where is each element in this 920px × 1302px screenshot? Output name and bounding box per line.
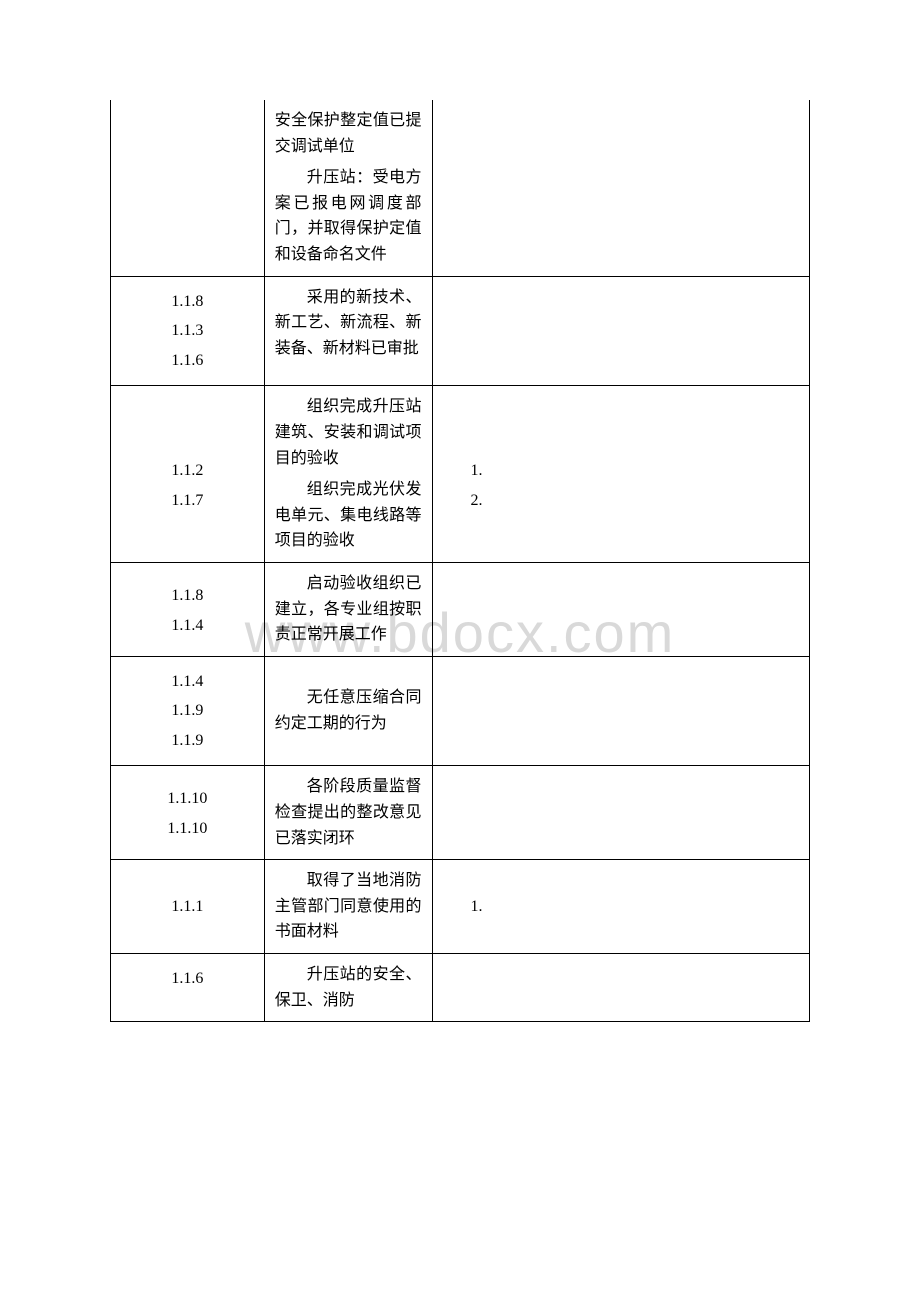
cell-content: 取得了当地消防主管部门同意使用的书面材料 <box>264 860 432 954</box>
note-item: 1. <box>471 458 799 484</box>
index-number: 1.1.6 <box>121 348 254 374</box>
index-number: 1.1.10 <box>121 816 254 842</box>
table-row: 1.1.6 升压站的安全、保卫、消防 <box>111 954 810 1022</box>
note-item: 1. <box>471 894 799 920</box>
cell-content: 采用的新技术、新工艺、新流程、新装备、新材料已审批 <box>264 276 432 386</box>
table-row: 1.1.10 1.1.10 各阶段质量监督检查提出的整改意见已落实闭环 <box>111 766 810 860</box>
cell-content: 无任意压缩合同约定工期的行为 <box>264 656 432 766</box>
table-row: 1.1.8 1.1.3 1.1.6 采用的新技术、新工艺、新流程、新装备、新材料… <box>111 276 810 386</box>
index-number: 1.1.3 <box>121 318 254 344</box>
index-number: 1.1.10 <box>121 786 254 812</box>
cell-index: 1.1.1 <box>111 860 265 954</box>
cell-index: 1.1.4 1.1.9 1.1.9 <box>111 656 265 766</box>
cell-note: 1. 2. <box>432 386 809 563</box>
cell-note <box>432 100 809 276</box>
cell-index: 1.1.6 <box>111 954 265 1022</box>
cell-note <box>432 656 809 766</box>
index-number: 1.1.4 <box>121 669 254 695</box>
cell-content: 升压站的安全、保卫、消防 <box>264 954 432 1022</box>
table-row: 安全保护整定值已提交调试单位 升压站：受电方案已报电网调度部门，并取得保护定值和… <box>111 100 810 276</box>
para-text: 升压站：受电方案已报电网调度部门，并取得保护定值和设备命名文件 <box>275 165 422 267</box>
cell-note <box>432 766 809 860</box>
para-text: 安全保护整定值已提交调试单位 <box>275 108 422 159</box>
cell-content: 启动验收组织已建立，各专业组按职责正常开展工作 <box>264 562 432 656</box>
cell-note <box>432 954 809 1022</box>
index-number: 1.1.7 <box>121 488 254 514</box>
table-row: 1.1.4 1.1.9 1.1.9 无任意压缩合同约定工期的行为 <box>111 656 810 766</box>
table-row: 1.1.8 1.1.4 启动验收组织已建立，各专业组按职责正常开展工作 <box>111 562 810 656</box>
document-table: 安全保护整定值已提交调试单位 升压站：受电方案已报电网调度部门，并取得保护定值和… <box>110 100 810 1022</box>
cell-content: 各阶段质量监督检查提出的整改意见已落实闭环 <box>264 766 432 860</box>
cell-index: 1.1.10 1.1.10 <box>111 766 265 860</box>
cell-note <box>432 276 809 386</box>
index-number: 1.1.1 <box>121 894 254 920</box>
index-number: 1.1.4 <box>121 613 254 639</box>
cell-index <box>111 100 265 276</box>
para-text: 采用的新技术、新工艺、新流程、新装备、新材料已审批 <box>275 285 422 362</box>
para-text: 升压站的安全、保卫、消防 <box>275 962 422 1013</box>
index-number: 1.1.8 <box>121 289 254 315</box>
cell-content: 组织完成升压站建筑、安装和调试项目的验收 组织完成光伏发电单元、集电线路等项目的… <box>264 386 432 563</box>
note-item: 2. <box>471 488 799 514</box>
cell-index: 1.1.8 1.1.3 1.1.6 <box>111 276 265 386</box>
table-row: 1.1.1 取得了当地消防主管部门同意使用的书面材料 1. <box>111 860 810 954</box>
cell-index: 1.1.8 1.1.4 <box>111 562 265 656</box>
para-text: 启动验收组织已建立，各专业组按职责正常开展工作 <box>275 571 422 648</box>
index-number: 1.1.6 <box>121 966 254 992</box>
index-number: 1.1.9 <box>121 698 254 724</box>
cell-index: 1.1.2 1.1.7 <box>111 386 265 563</box>
cell-note: 1. <box>432 860 809 954</box>
table-row: 1.1.2 1.1.7 组织完成升压站建筑、安装和调试项目的验收 组织完成光伏发… <box>111 386 810 563</box>
index-number: 1.1.2 <box>121 458 254 484</box>
para-text: 组织完成升压站建筑、安装和调试项目的验收 <box>275 394 422 471</box>
para-text: 取得了当地消防主管部门同意使用的书面材料 <box>275 868 422 945</box>
index-number: 1.1.8 <box>121 583 254 609</box>
para-text: 无任意压缩合同约定工期的行为 <box>275 685 422 736</box>
index-number: 1.1.9 <box>121 728 254 754</box>
cell-content: 安全保护整定值已提交调试单位 升压站：受电方案已报电网调度部门，并取得保护定值和… <box>264 100 432 276</box>
cell-note <box>432 562 809 656</box>
para-text: 各阶段质量监督检查提出的整改意见已落实闭环 <box>275 774 422 851</box>
para-text: 组织完成光伏发电单元、集电线路等项目的验收 <box>275 477 422 554</box>
